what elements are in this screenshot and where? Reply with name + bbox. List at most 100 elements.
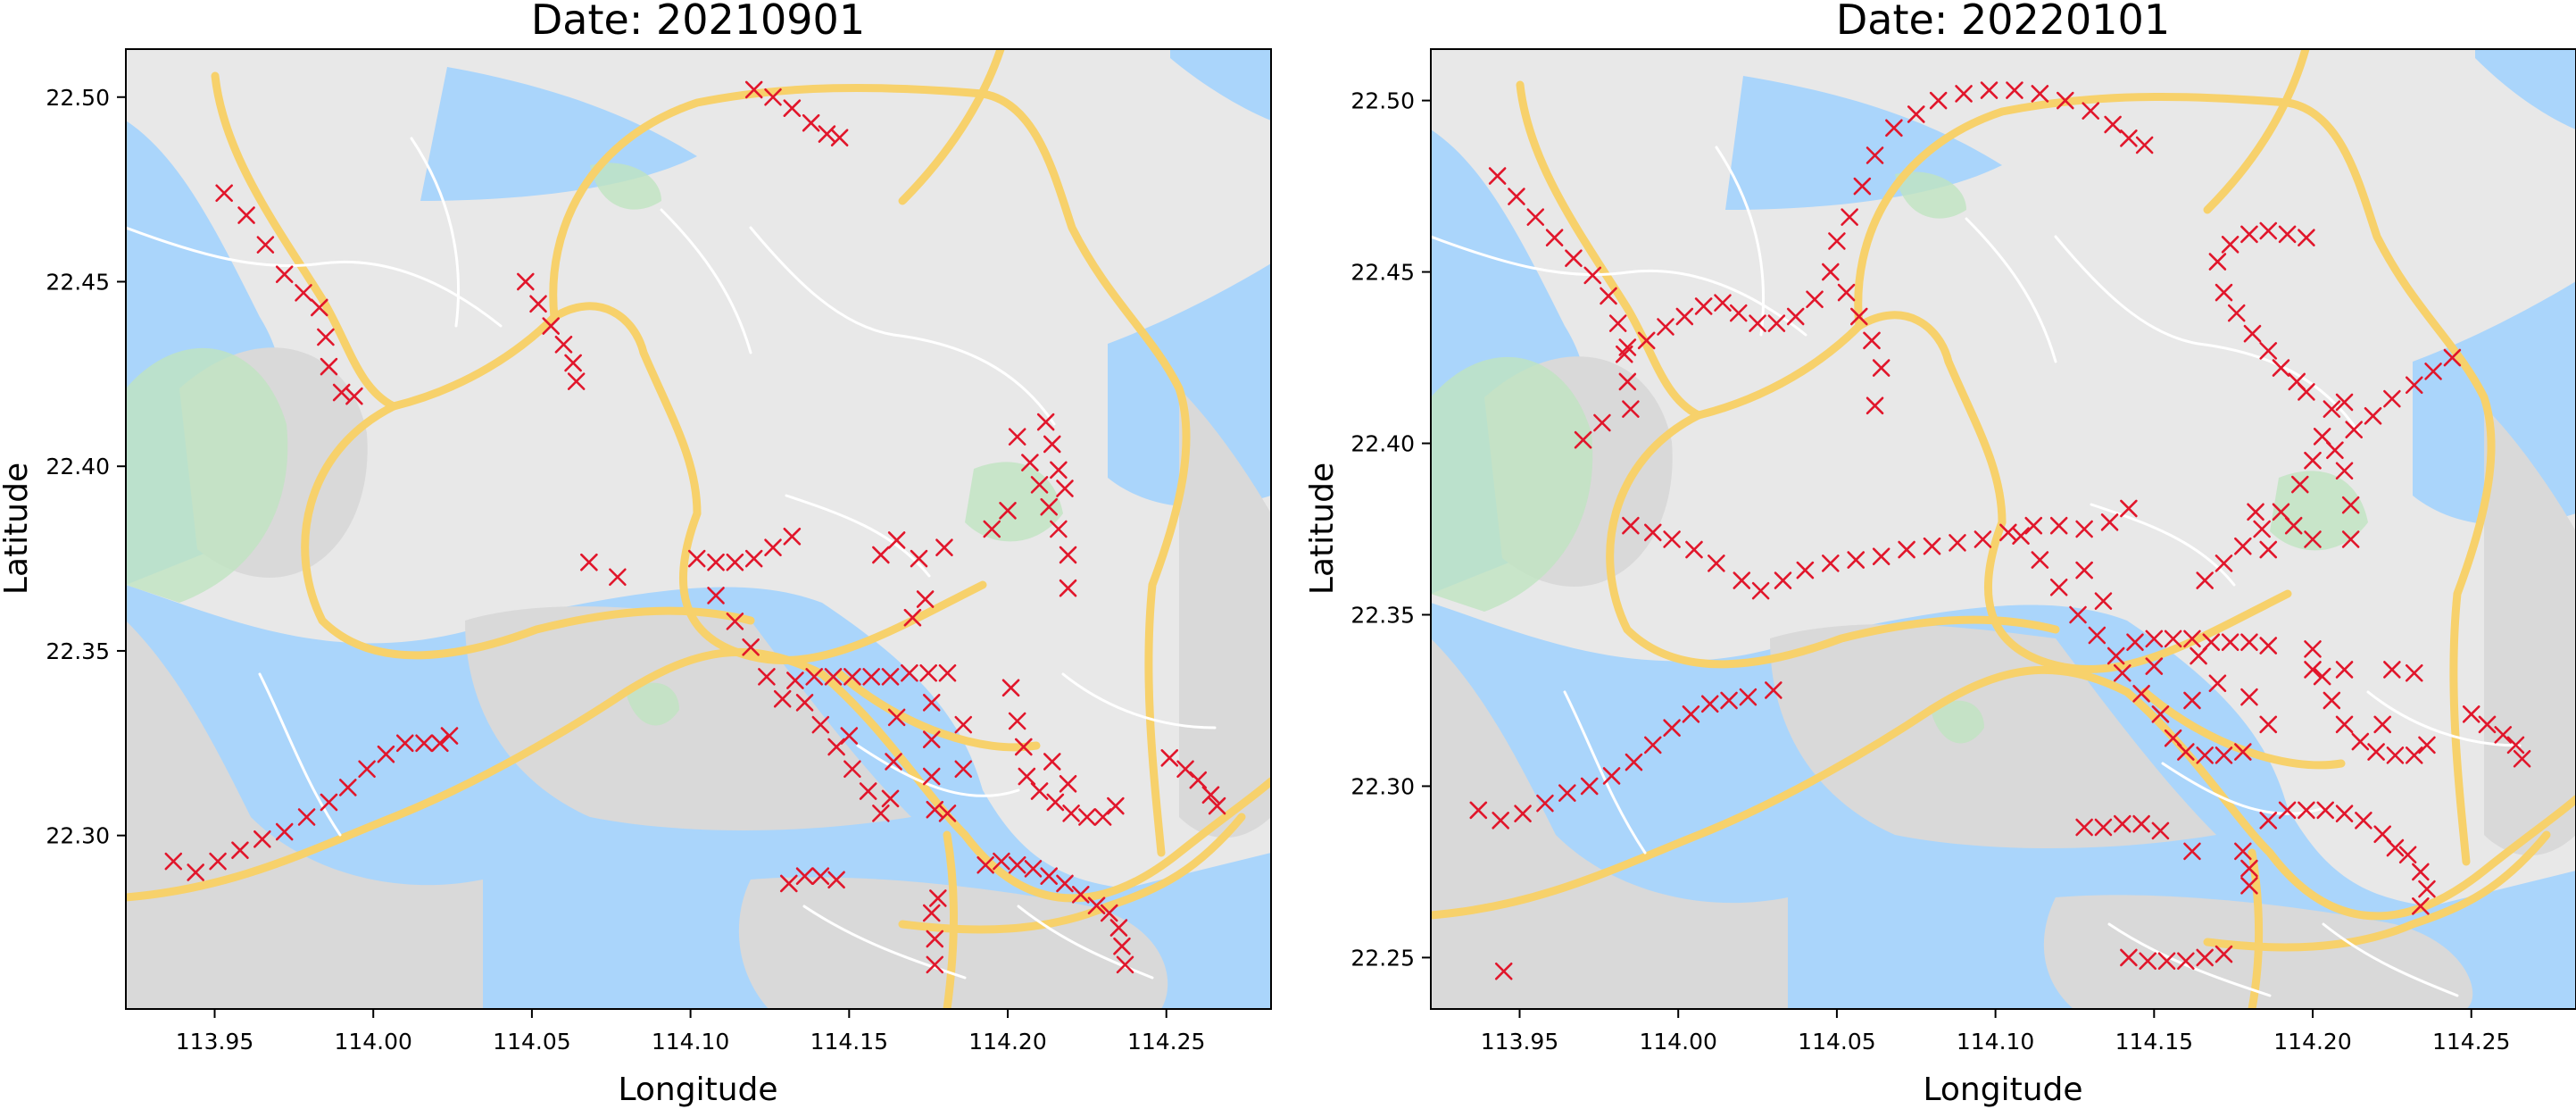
x-marker — [2075, 561, 2093, 580]
x-marker — [2151, 705, 2170, 723]
x-marker — [742, 638, 760, 656]
x-marker — [2418, 736, 2436, 755]
x-marker — [2462, 705, 2480, 723]
x-tick-label: 113.95 — [176, 1029, 253, 1055]
x-marker — [887, 531, 906, 549]
x-marker — [1514, 805, 1532, 822]
x-marker — [2412, 897, 2430, 915]
x-marker — [377, 745, 395, 763]
x-marker — [1536, 794, 1554, 813]
x-marker — [2221, 633, 2239, 651]
x-marker — [744, 549, 763, 568]
x-marker — [802, 113, 820, 132]
x-marker — [2234, 537, 2252, 555]
x-marker — [2335, 715, 2354, 734]
x-marker — [929, 889, 947, 907]
x-marker — [2323, 400, 2341, 418]
x-marker — [1907, 105, 1925, 123]
x-marker — [1030, 476, 1049, 494]
x-tick-label: 114.20 — [2273, 1029, 2351, 1055]
x-marker — [2405, 663, 2423, 682]
x-marker — [554, 335, 573, 354]
y-tick-label: 22.45 — [1350, 260, 1415, 286]
x-marker — [2398, 846, 2417, 864]
x-marker — [922, 730, 941, 748]
y-tick-label: 22.45 — [46, 269, 110, 295]
x-marker — [2190, 646, 2207, 665]
y-tick-label: 22.25 — [1350, 945, 1415, 971]
x-marker — [1949, 534, 1966, 552]
x-marker — [2304, 661, 2322, 679]
x-marker — [2313, 667, 2331, 686]
x-marker — [954, 760, 973, 779]
x-marker — [1008, 428, 1026, 446]
x-marker — [1885, 119, 1903, 138]
x-marker — [1955, 85, 1973, 103]
x-marker — [1714, 294, 1732, 312]
x-marker — [2506, 736, 2525, 755]
x-tick-label: 114.20 — [968, 1029, 1046, 1055]
x-marker — [1014, 738, 1033, 756]
x-marker — [345, 387, 363, 405]
x-marker — [1558, 784, 1576, 802]
x-marker — [744, 80, 763, 99]
x-marker — [773, 689, 792, 708]
x-marker — [164, 852, 183, 871]
x-marker — [872, 805, 890, 822]
x-marker — [2049, 578, 2068, 596]
x-marker — [2259, 715, 2278, 734]
x-marker — [2240, 688, 2258, 706]
x-marker — [2278, 801, 2297, 820]
x-marker — [1600, 287, 1617, 305]
y-tick-label: 22.40 — [46, 454, 110, 479]
x-marker — [320, 357, 338, 376]
x-marker — [1046, 793, 1065, 812]
x-marker — [2104, 115, 2122, 134]
x-marker — [1733, 571, 1751, 589]
x-marker — [2215, 283, 2233, 302]
x-marker — [2351, 732, 2370, 751]
x-marker — [1822, 263, 1840, 281]
x-marker — [1872, 547, 1890, 566]
x-marker — [954, 715, 973, 734]
x-marker — [2057, 91, 2074, 110]
x-marker — [1643, 523, 1662, 542]
x-axis: 113.95 114.00 114.05 114.10 114.15 114.20 114.… — [176, 1009, 1205, 1055]
x-marker — [2031, 551, 2049, 569]
x-marker — [926, 800, 944, 819]
axes-frame — [1430, 48, 2576, 1010]
x-marker — [2247, 503, 2264, 521]
x-marker — [2227, 304, 2246, 322]
x-marker — [2304, 451, 2322, 470]
x-marker — [2177, 952, 2195, 971]
x-marker — [758, 668, 776, 686]
x-marker — [922, 767, 941, 786]
x-marker — [2113, 663, 2131, 682]
x-marker — [2412, 863, 2430, 881]
x-marker — [2135, 136, 2154, 154]
x-marker — [1593, 413, 1611, 432]
x-marker — [1618, 338, 1637, 356]
x-axis-label: Longitude — [618, 1071, 777, 1108]
x-marker — [938, 805, 957, 822]
x-marker — [1866, 146, 1884, 164]
x-marker — [1040, 867, 1059, 885]
x-marker — [2100, 513, 2119, 531]
x-marker — [2355, 812, 2372, 830]
x-marker — [609, 568, 627, 587]
x-marker — [916, 590, 935, 608]
x-marker — [2240, 633, 2258, 651]
x-marker — [529, 295, 547, 313]
x-marker — [1622, 400, 1640, 418]
x-marker — [2513, 749, 2531, 768]
x-marker — [1526, 208, 1545, 226]
x-marker — [2196, 948, 2214, 967]
x-marker — [2298, 383, 2315, 401]
x-marker — [231, 841, 249, 860]
x-marker — [1806, 290, 1824, 309]
y-tick-label: 22.40 — [1350, 431, 1415, 457]
x-marker — [1751, 581, 1770, 600]
x-marker — [1018, 767, 1036, 786]
x-marker — [1508, 188, 1525, 205]
x-marker — [209, 852, 227, 871]
